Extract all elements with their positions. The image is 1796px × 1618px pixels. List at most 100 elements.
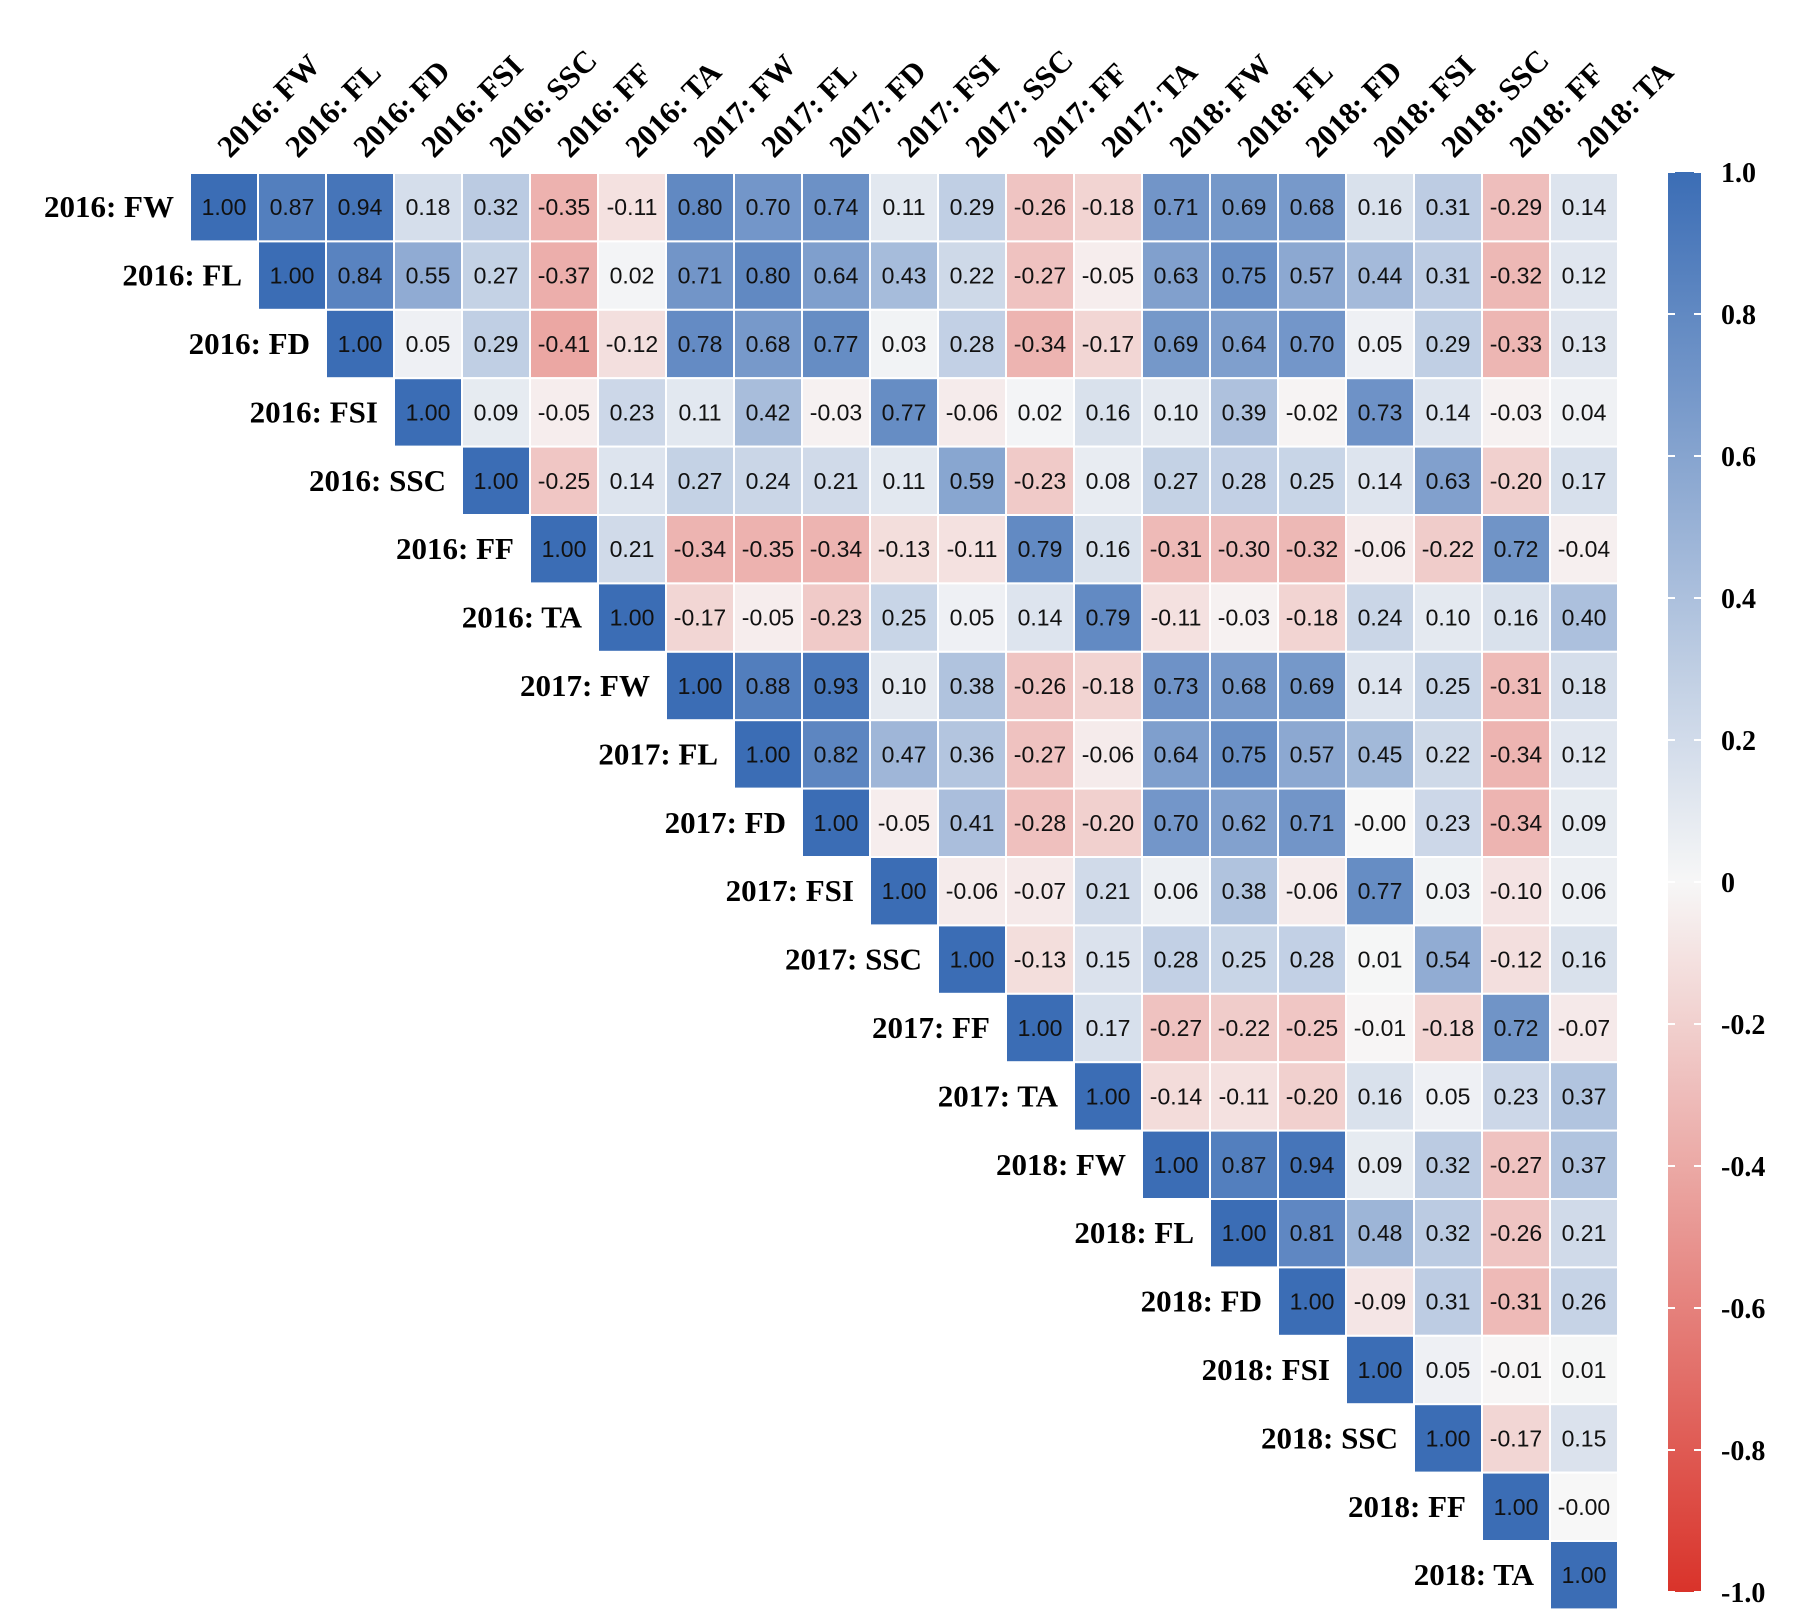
cell-value-label: 0.73 [1154, 673, 1199, 699]
cell-value-label: 0.28 [1154, 947, 1199, 973]
cell-value-label: 1.00 [1222, 1220, 1267, 1246]
cell-value-label: 0.69 [1290, 673, 1335, 699]
row-label: 2018: TA [1414, 1557, 1535, 1592]
cell-value-label: -0.06 [1082, 741, 1134, 767]
heatmap-cell [257, 172, 327, 243]
cell-value-label: -0.07 [1014, 878, 1066, 904]
heatmap-cell [801, 377, 871, 448]
cell-value-label: 1.00 [1494, 1494, 1539, 1520]
heatmap-cell [1277, 377, 1347, 448]
cell-value-label: 1.00 [202, 194, 247, 220]
cell-value-label: 0.14 [1358, 673, 1403, 699]
heatmap-cell [733, 308, 803, 380]
cell-value-label: 0.94 [338, 194, 383, 220]
heatmap-cell [1277, 924, 1347, 995]
cell-value-label: 0.14 [1358, 468, 1403, 494]
heatmap-cell [1277, 308, 1347, 380]
cell-value-label: 0.21 [1562, 1220, 1607, 1246]
cell-value-label: 0.10 [1154, 399, 1199, 425]
row-label: 2016: SSC [309, 463, 446, 498]
cell-value-label: 0.77 [882, 399, 927, 425]
cell-value-label: 0.32 [1426, 1152, 1471, 1178]
cell-value-label: -0.06 [946, 878, 998, 904]
cell-value-label: 0.09 [1358, 1152, 1403, 1178]
cell-value-label: 0.05 [1358, 331, 1403, 357]
cell-value-label: 0.26 [1562, 1289, 1607, 1315]
cell-value-label: -0.28 [1014, 810, 1066, 836]
heatmap-cell [1005, 992, 1075, 1064]
cell-value-label: -0.00 [1558, 1494, 1610, 1520]
heatmap-cell [1481, 514, 1551, 585]
cell-value-label: 0.31 [1426, 263, 1471, 289]
cell-value-label: 0.11 [882, 194, 925, 220]
cell-value-label: -0.30 [1218, 536, 1270, 562]
heatmap-cell [1549, 1471, 1619, 1542]
heatmap-cell [1209, 787, 1279, 858]
cell-value-label: 0.16 [1494, 605, 1539, 631]
cell-value-label: 0.14 [610, 468, 655, 494]
cell-value-label: 0.24 [1358, 605, 1403, 631]
cell-value-label: -0.32 [1286, 536, 1338, 562]
cell-value-label: 0.14 [1018, 605, 1063, 631]
cell-value-label: -0.34 [1014, 331, 1067, 357]
cell-value-label: 0.88 [746, 673, 791, 699]
cell-value-label: 0.74 [814, 194, 859, 220]
row-label: 2017: TA [938, 1078, 1059, 1113]
cell-value-label: -0.00 [1354, 810, 1406, 836]
heatmap-cell [1277, 172, 1347, 243]
cell-value-label: 0.63 [1426, 468, 1471, 494]
heatmap-cell [529, 172, 599, 243]
cell-value-label: 0.81 [1290, 1220, 1335, 1246]
cell-value-label: 1.00 [1086, 1083, 1131, 1109]
row-label: 2016: FSI [250, 394, 378, 429]
heatmap-cell [1073, 924, 1143, 995]
colorbar-tick-label: -0.6 [1721, 1294, 1765, 1325]
cell-value-label: 0.70 [1154, 810, 1199, 836]
heatmap-cell [937, 377, 1007, 448]
cell-value-label: -0.02 [1286, 399, 1338, 425]
cell-value-label: 0.10 [882, 673, 927, 699]
heatmap-cell [1141, 1061, 1211, 1132]
cell-value-label: 0.72 [1494, 536, 1539, 562]
heatmap-cell [1277, 445, 1347, 517]
row-label: 2016: FD [189, 326, 310, 361]
cell-value-label: 0.21 [610, 536, 655, 562]
cell-value-label: 0.32 [1426, 1220, 1471, 1246]
heatmap-cell [1481, 172, 1551, 243]
colorbar-tick-label: -0.8 [1721, 1436, 1765, 1467]
cell-value-label: -0.33 [1490, 331, 1542, 357]
heatmap-cell [1549, 787, 1619, 858]
cell-value-label: -0.06 [946, 399, 998, 425]
cell-value-label: 0.80 [678, 194, 723, 220]
colorbar-tick-label: 1.0 [1721, 158, 1756, 189]
cell-value-label: 0.87 [270, 194, 315, 220]
cell-value-label: 0.45 [1358, 741, 1403, 767]
cell-value-label: -0.12 [606, 331, 658, 357]
cell-value-label: -0.22 [1218, 1015, 1270, 1041]
cell-value-label: 0.08 [1086, 468, 1131, 494]
row-label: 2016: TA [462, 600, 583, 635]
cell-value-label: -0.34 [810, 536, 863, 562]
heatmap-cell [1345, 377, 1415, 448]
cell-value-label: -0.31 [1490, 1289, 1542, 1315]
cell-value-label: -0.09 [1354, 1289, 1406, 1315]
cell-value-label: 0.23 [1494, 1083, 1539, 1109]
cell-value-label: 0.11 [882, 468, 925, 494]
heatmap-cell [1549, 856, 1619, 927]
heatmap-cell [1005, 719, 1075, 790]
heatmap-cell [1549, 377, 1619, 448]
cell-value-label: -0.23 [1014, 468, 1066, 494]
heatmap-cell [1277, 582, 1347, 653]
cell-value-label: -0.17 [674, 605, 726, 631]
heatmap-cell [801, 719, 871, 790]
cell-value-label: -0.05 [1082, 263, 1134, 289]
cell-value-label: -0.27 [1490, 1152, 1542, 1178]
colorbar-tick-label: 0.6 [1721, 442, 1756, 473]
cell-value-label: -0.03 [1218, 605, 1270, 631]
heatmap-cell [1141, 650, 1211, 722]
heatmap-cell [1413, 377, 1483, 448]
cell-value-label: -0.18 [1082, 673, 1134, 699]
colorbar-tick-label: 0.2 [1721, 726, 1756, 757]
